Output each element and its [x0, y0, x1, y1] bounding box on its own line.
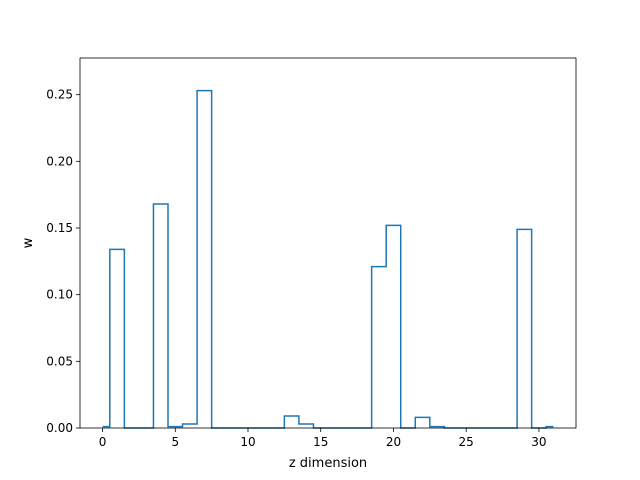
- x-tick-label: 15: [313, 435, 328, 449]
- y-tick-label: 0.20: [46, 154, 73, 168]
- x-axis: 0 5 10 15 20 25 30: [99, 428, 547, 449]
- x-tick-label: 30: [531, 435, 546, 449]
- axes-frame: [79, 57, 577, 429]
- x-axis-label: z dimension: [289, 456, 367, 471]
- x-tick-label: 0: [99, 435, 107, 449]
- x-tick-label: 5: [171, 435, 179, 449]
- x-tick-label: 25: [459, 435, 474, 449]
- x-tick-label: 10: [240, 435, 255, 449]
- y-tick-label: 0.10: [46, 288, 73, 302]
- y-tick-label: 0.05: [46, 354, 73, 368]
- y-tick-label: 0.00: [46, 421, 73, 435]
- x-tick-label: 20: [386, 435, 401, 449]
- y-axis: 0.00 0.05 0.10 0.15 0.20 0.25: [46, 88, 80, 435]
- y-axis-label: w: [21, 237, 36, 248]
- y-tick-label: 0.25: [46, 88, 73, 102]
- y-tick-label: 0.15: [46, 221, 73, 235]
